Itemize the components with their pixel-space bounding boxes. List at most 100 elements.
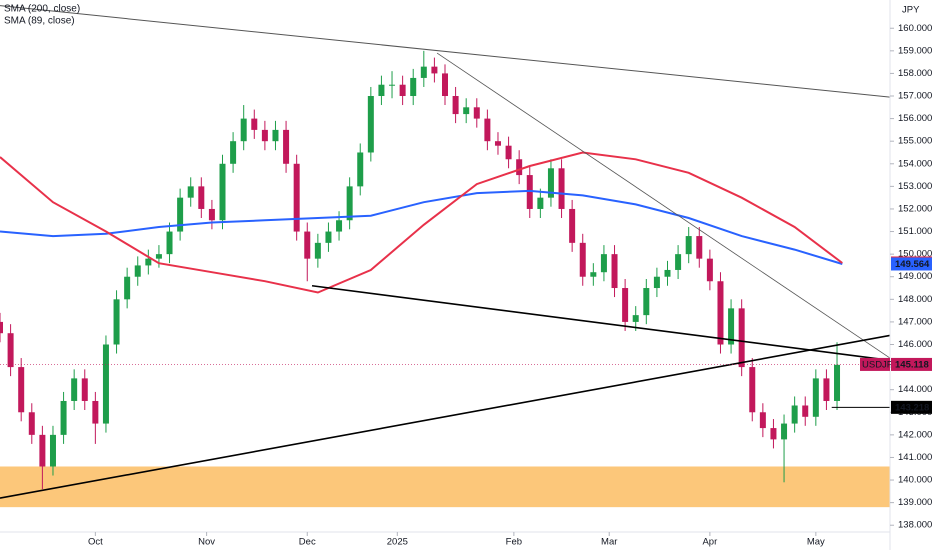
candle-body (0, 321, 3, 334)
candle-body (166, 231, 173, 255)
y-tick-label: 149.000 (898, 271, 932, 282)
candle-body (145, 258, 152, 266)
y-tick-label: 142.000 (898, 429, 932, 440)
candle-body (749, 367, 756, 413)
y-tick-label: 151.000 (898, 226, 932, 237)
candle-body (812, 378, 819, 417)
candle-body (410, 77, 417, 97)
candle-body (134, 265, 141, 277)
last-price-label: 145.118 (895, 359, 929, 370)
candle-body (717, 281, 724, 345)
candle-body (304, 231, 311, 259)
sma200-label-box (891, 257, 932, 271)
sma-line (0, 151, 843, 294)
candle-body (834, 364, 841, 401)
y-tick-label: 150.000 (898, 249, 932, 260)
sma200-label: 149.564 (895, 259, 930, 270)
legend-entry: SMA (89, close) (4, 16, 75, 27)
candle-body (92, 400, 99, 424)
candle-body (611, 254, 618, 289)
y-tick-label: 155.000 (898, 136, 932, 147)
candle-body (823, 378, 830, 401)
candle-body (155, 254, 162, 259)
candle-body (494, 141, 501, 146)
candle-body (378, 84, 385, 97)
y-tick-label: 147.000 (898, 316, 932, 327)
candle-body (675, 254, 682, 270)
candle-body (81, 378, 88, 401)
candle-body (664, 269, 671, 277)
candle-body (728, 308, 735, 345)
y-tick-label: 140.000 (898, 475, 932, 486)
x-tick-label: 2025 (387, 537, 408, 548)
candle-body (420, 66, 427, 78)
candle-body (240, 118, 247, 142)
candle-body (367, 96, 374, 153)
candle-body (18, 367, 25, 413)
y-tick-label: 138.000 (898, 520, 932, 531)
sma-line (0, 189, 843, 265)
candle-body (802, 405, 809, 417)
candle-body (526, 175, 533, 209)
candle-body (230, 141, 237, 164)
y-tick-label: 160.000 (898, 23, 932, 34)
candle-body (399, 84, 406, 97)
y-tick-label: 146.000 (898, 339, 932, 350)
x-tick-label: Dec (299, 537, 316, 548)
candle-body (60, 400, 67, 435)
trendline (436, 52, 890, 359)
candle-body (187, 186, 194, 198)
support-zone (0, 466, 890, 508)
plot-area (0, 5, 890, 508)
y-tick-label: 144.000 (898, 384, 932, 395)
candle-body (102, 344, 109, 424)
last-price-label-box (891, 357, 932, 371)
y-tick-label: 148.000 (898, 294, 932, 305)
candle-body (600, 254, 607, 273)
candle-body (346, 186, 353, 221)
candle-body (473, 107, 480, 119)
y-tick-label: 158.000 (898, 68, 932, 79)
candle-body (208, 208, 215, 221)
candle-body (632, 315, 639, 322)
candle-body (653, 276, 660, 289)
symbol-label: USDJPY (862, 359, 900, 370)
candle-body (357, 152, 364, 187)
candle-body (177, 197, 184, 232)
y-tick-label: 152.000 (898, 203, 932, 214)
candle-body (791, 405, 798, 424)
candle-body (389, 84, 396, 86)
candle-body (272, 129, 279, 142)
candle-body (198, 186, 205, 209)
candle-body (463, 107, 470, 115)
y-tick-label: 156.000 (898, 113, 932, 124)
y-tick-label: 141.000 (898, 452, 932, 463)
candle-body (325, 231, 332, 243)
y-tick-label: 139.000 (898, 497, 932, 508)
candle-body (431, 66, 438, 74)
trendline (311, 284, 890, 362)
overlay: SMA (200, close) SMA (89, close) JPY 149… (4, 4, 932, 414)
candle-body (113, 299, 120, 345)
y-tick-label: 159.000 (898, 45, 932, 56)
candle-body (28, 412, 35, 435)
currency-label: JPY (902, 5, 920, 16)
y-tick-label: 153.000 (898, 181, 932, 192)
candle-body (579, 242, 586, 277)
x-tick-label: Nov (198, 537, 215, 548)
candle-body (484, 118, 491, 142)
candle-body (251, 118, 258, 130)
x-tick-label: Apr (702, 537, 717, 548)
candle-body (124, 276, 131, 300)
level-label-box (891, 400, 932, 414)
candle-body (314, 242, 321, 259)
legend-entry: SMA (200, close) (4, 4, 80, 15)
candle-body (516, 159, 523, 176)
candle-body (7, 333, 14, 368)
trendline (0, 5, 890, 98)
candle-body (781, 423, 788, 440)
candle-body (452, 96, 459, 115)
candle-body (706, 258, 713, 282)
x-tick-label: Oct (88, 537, 103, 548)
